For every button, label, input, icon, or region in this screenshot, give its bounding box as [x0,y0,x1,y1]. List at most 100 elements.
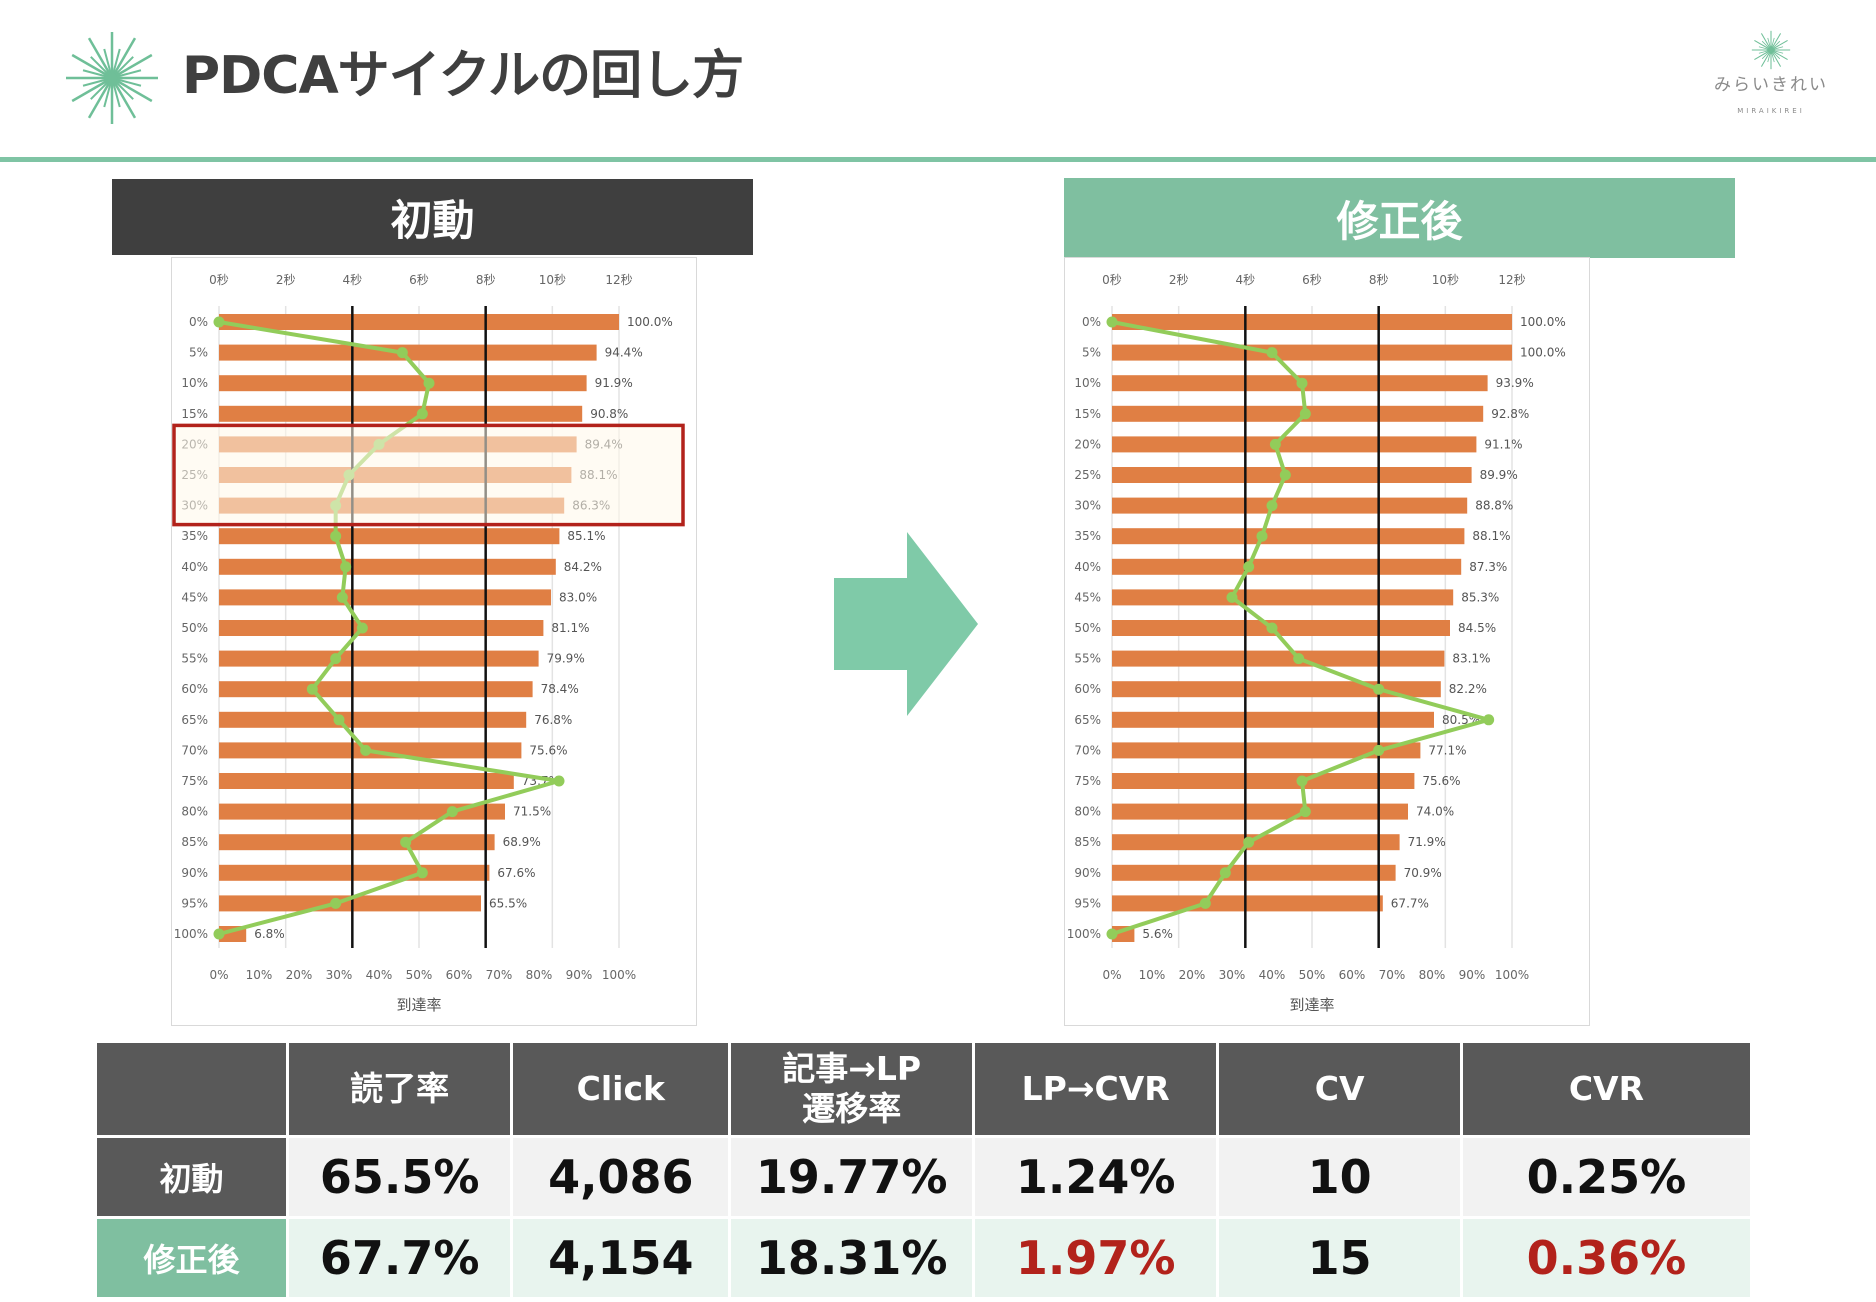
dwell-time-point [1279,469,1291,481]
starburst-ray [110,37,137,79]
chart-initial-svg: 0秒 2秒 4秒 6秒 8秒 10秒 12秒 0% 10% 20% 30% 40% 50% 60% 70% 8… [172,273,685,1014]
dwell-time-point [356,622,368,634]
cell-read-rate: 65.5% [289,1138,511,1216]
dwell-time-point [1256,530,1268,542]
reach-rate-bar [219,314,619,330]
top-axis-tick-label: 2秒 [1169,273,1189,287]
top-axis-tick-label: 10秒 [1432,273,1459,287]
dwell-time-point [1373,683,1385,695]
bottom-axis-tick-label: 80% [526,968,553,982]
starburst-ray [1770,49,1788,61]
reach-rate-bar [219,864,490,881]
bar-data-label: 85.3% [1461,590,1499,604]
reach-rate-bar [1112,620,1450,636]
x-axis-title: 到達率 [396,996,441,1014]
top-axis-tick-label: 12秒 [1498,273,1525,287]
reach-rate-bar [1112,681,1441,698]
table-row: 修正後 67.7% 4,154 18.31% 1.97% 15 0.36% [97,1219,1750,1297]
panel-title-revised: 修正後 [1064,178,1735,258]
dwell-time-point [1106,316,1118,328]
bottom-axis-tick-label: 10% [1139,968,1166,982]
highlight-box [172,423,685,527]
bar-data-label: 92.8% [1491,407,1529,421]
top-axis-tick-label: 8秒 [476,273,496,287]
logo-subtext: MIRAIKIREI [1737,107,1805,115]
category-label: 60% [181,682,208,696]
bar-data-label: 81.1% [551,621,589,635]
category-label: 80% [181,805,208,819]
category-label: 75% [181,774,208,788]
bar-data-label: 88.1% [1472,529,1510,543]
starburst-center [107,73,117,83]
reach-rate-bar [1112,528,1465,545]
bar-data-label: 70.9% [1404,866,1442,880]
bar-data-label: 87.3% [1469,560,1507,574]
bar-data-label: 93.9% [1496,376,1534,390]
dwell-time-point [1296,775,1308,787]
dwell-time-point [1266,500,1278,512]
dwell-time-point [330,897,342,909]
dwell-time-point [400,836,412,848]
category-label: 50% [181,621,208,635]
category-label: 90% [1074,866,1101,880]
category-label: 95% [1074,896,1101,910]
starburst-ray [90,56,113,79]
category-label: 55% [1074,652,1101,666]
dwell-time-point [446,806,458,818]
bar-data-label: 75.6% [1422,774,1460,788]
bottom-axis-tick-label: 0% [209,968,228,982]
bar-data-label: 75.6% [529,743,567,757]
bar-data-label: 71.5% [513,805,551,819]
starburst-ray [1761,40,1772,51]
category-label: 50% [1074,621,1101,635]
dwell-time-point [423,377,435,389]
reach-rate-bar [1112,405,1484,422]
bar-data-label: 89.9% [1480,468,1518,482]
starburst-ray [1761,49,1772,60]
dwell-time-point [416,867,428,879]
dwell-time-point [1299,408,1311,420]
reach-rate-bar [1112,589,1454,606]
header-lp-transition-rate: 記事→LP 遷移率 [731,1043,972,1135]
reach-rate-bar [219,558,556,575]
company-logo: みらいきれい MIRAIKIREI [1700,30,1842,146]
starburst-icon [66,32,158,124]
starburst-ray [111,77,134,100]
bottom-axis-tick-label: 30% [1219,968,1246,982]
bar-data-label: 94.4% [605,346,643,360]
category-label: 10% [1074,376,1101,390]
cell-cv: 15 [1219,1219,1460,1297]
reach-rate-bar [1112,314,1512,330]
category-label: 0% [189,315,208,329]
starburst-ray [71,76,113,103]
reach-rate-bar [1112,497,1468,514]
bottom-axis-tick-label: 90% [566,968,593,982]
bottom-axis-tick-label: 50% [1299,968,1326,982]
chart-revised: 0秒 2秒 4秒 6秒 8秒 10秒 12秒 0% 10% 20% 30% 40% 50% 60% 70% 8… [1064,257,1590,1026]
top-axis-tick-label: 0秒 [1102,273,1122,287]
reach-rate-bar [219,711,527,728]
starburst-ray [111,76,153,103]
logo-text: みらいきれい [1714,75,1828,95]
starburst-ray [71,53,113,80]
dwell-time-point [360,744,372,756]
bar-data-label: 67.6% [497,866,535,880]
dwell-time-point [1243,836,1255,848]
starburst-ray [1770,39,1788,51]
starburst-ray [111,53,153,80]
cell-lp-cvr: 1.97% [974,1219,1217,1297]
cell-cvr: 0.25% [1462,1138,1750,1216]
bar-data-label: 68.9% [503,835,541,849]
reach-rate-bar [219,773,514,789]
starburst-ray [110,77,137,119]
dwell-time-point [330,530,342,542]
reach-rate-bar [219,375,587,392]
right-arrow-icon [834,532,978,716]
bar-data-label: 91.9% [595,376,633,390]
cell-cv: 10 [1219,1138,1460,1216]
top-axis-tick-label: 8秒 [1369,273,1389,287]
row-label-initial: 初動 [97,1138,287,1216]
bar-data-label: 5.6% [1142,927,1173,941]
category-label: 40% [1074,560,1101,574]
bottom-axis-tick-label: 10% [246,968,273,982]
